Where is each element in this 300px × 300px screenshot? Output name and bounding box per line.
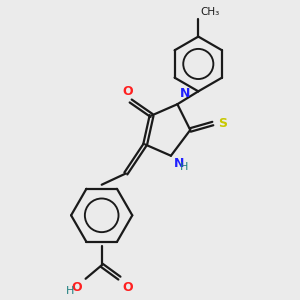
Text: N: N [180,87,190,101]
Text: N: N [174,158,184,170]
Text: H: H [180,161,188,172]
Text: H: H [66,286,74,296]
Text: O: O [71,281,82,294]
Text: O: O [122,85,133,98]
Text: S: S [218,117,226,130]
Text: O: O [122,281,133,294]
Text: CH₃: CH₃ [200,7,219,17]
